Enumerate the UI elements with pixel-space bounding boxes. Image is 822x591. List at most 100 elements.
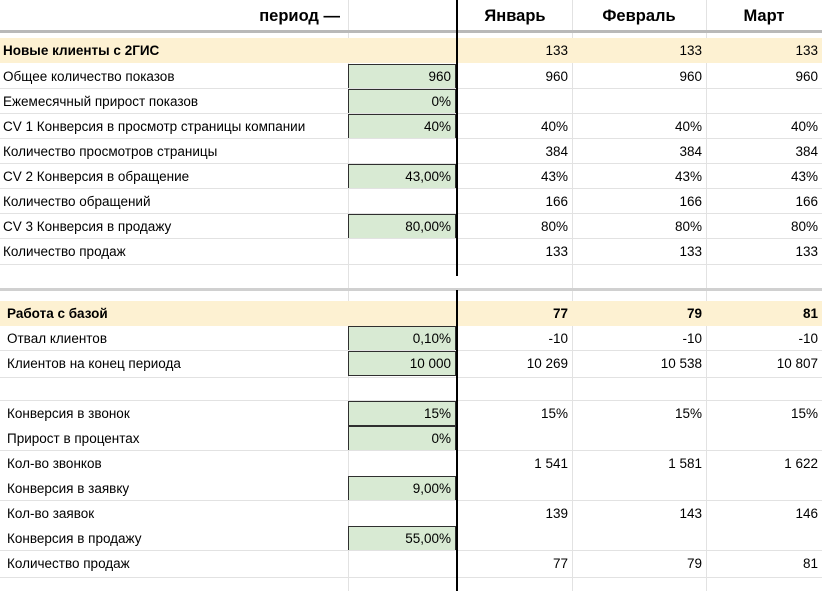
- value-cell[interactable]: 960: [545, 69, 568, 84]
- month-header-february[interactable]: Февраль: [602, 6, 676, 25]
- value-cell[interactable]: 80%: [674, 219, 702, 234]
- input-cell[interactable]: [348, 38, 456, 63]
- table-row: Клиентов на конец периода 10 000 10 269 …: [0, 351, 822, 376]
- value-cell[interactable]: 80%: [540, 219, 568, 234]
- value-cell[interactable]: 960: [795, 69, 818, 84]
- input-cell[interactable]: 10 000: [348, 351, 456, 376]
- row-label[interactable]: CV 1 Конверсия в просмотр страницы компа…: [3, 119, 306, 134]
- input-cell[interactable]: [348, 189, 456, 214]
- value-cell[interactable]: [458, 476, 572, 501]
- value-cell[interactable]: 166: [795, 194, 818, 209]
- value-cell[interactable]: 384: [545, 144, 568, 159]
- input-cell[interactable]: 80,00%: [348, 214, 456, 239]
- row-label[interactable]: Количество просмотров страницы: [3, 144, 218, 159]
- row-label[interactable]: Клиентов на конец периода: [7, 356, 181, 371]
- input-cell[interactable]: 960: [348, 64, 456, 89]
- value-cell[interactable]: [572, 89, 706, 114]
- value-cell[interactable]: -10: [548, 331, 568, 346]
- value-cell[interactable]: 133: [795, 244, 818, 259]
- value-cell[interactable]: 166: [545, 194, 568, 209]
- input-cell[interactable]: [348, 239, 456, 264]
- value-cell[interactable]: 40%: [540, 119, 568, 134]
- value-cell[interactable]: 43%: [540, 169, 568, 184]
- input-cell[interactable]: [348, 551, 456, 576]
- value-cell[interactable]: 960: [679, 69, 702, 84]
- value-cell[interactable]: [706, 526, 822, 551]
- value-cell[interactable]: 77: [552, 306, 568, 321]
- section-title[interactable]: Новые клиенты с 2ГИС: [3, 43, 160, 58]
- value-cell[interactable]: 1 622: [784, 456, 818, 471]
- input-cell[interactable]: [348, 301, 456, 326]
- value-cell[interactable]: 79: [686, 306, 702, 321]
- value-cell[interactable]: [458, 526, 572, 551]
- input-cell[interactable]: 9,00%: [348, 476, 456, 501]
- value-cell[interactable]: 15%: [674, 406, 702, 421]
- row-label[interactable]: Количество продаж: [7, 556, 130, 571]
- input-cell[interactable]: 0,10%: [348, 326, 456, 351]
- value-cell[interactable]: 80%: [790, 219, 818, 234]
- value-cell[interactable]: 139: [545, 506, 568, 521]
- value-cell[interactable]: 146: [795, 506, 818, 521]
- value-cell[interactable]: 77: [552, 556, 568, 571]
- value-cell[interactable]: 133: [795, 43, 818, 58]
- input-cell[interactable]: 0%: [348, 89, 456, 114]
- row-label[interactable]: Количество продаж: [3, 244, 126, 259]
- value-cell[interactable]: [572, 526, 706, 551]
- value-cell[interactable]: 133: [679, 43, 702, 58]
- input-cell[interactable]: 0%: [348, 426, 456, 451]
- table-row: Конверсия в звонок 15% 15% 15% 15%: [0, 401, 822, 426]
- value-cell[interactable]: 40%: [674, 119, 702, 134]
- row-label[interactable]: Конверсия в продажу: [7, 531, 142, 546]
- section-title[interactable]: Работа с базой: [7, 306, 108, 321]
- input-cell[interactable]: 43,00%: [348, 164, 456, 189]
- value-cell[interactable]: 43%: [790, 169, 818, 184]
- value-cell[interactable]: 384: [679, 144, 702, 159]
- month-header-march[interactable]: Март: [743, 6, 785, 25]
- row-label[interactable]: Конверсия в заявку: [7, 481, 130, 496]
- input-cell[interactable]: 55,00%: [348, 526, 456, 551]
- value-cell[interactable]: 143: [679, 506, 702, 521]
- value-cell[interactable]: 79: [686, 556, 702, 571]
- month-header-january[interactable]: Январь: [484, 6, 546, 25]
- value-cell[interactable]: 15%: [790, 406, 818, 421]
- value-cell[interactable]: [706, 89, 822, 114]
- value-cell[interactable]: 133: [545, 244, 568, 259]
- value-cell[interactable]: 15%: [540, 406, 568, 421]
- value-cell[interactable]: 1 581: [668, 456, 702, 471]
- value-cell[interactable]: 133: [679, 244, 702, 259]
- value-cell[interactable]: 10 269: [526, 356, 568, 371]
- row-label[interactable]: CV 3 Конверсия в продажу: [3, 219, 172, 234]
- value-cell[interactable]: [706, 476, 822, 501]
- value-cell[interactable]: 10 807: [776, 356, 818, 371]
- value-cell[interactable]: [706, 426, 822, 451]
- input-cell[interactable]: [348, 139, 456, 164]
- input-cell[interactable]: 15%: [348, 401, 456, 426]
- row-label[interactable]: CV 2 Конверсия в обращение: [3, 169, 190, 184]
- row-label[interactable]: Количество обращений: [3, 194, 151, 209]
- value-cell[interactable]: 133: [545, 43, 568, 58]
- value-cell[interactable]: 10 538: [660, 356, 702, 371]
- input-cell[interactable]: [348, 451, 456, 476]
- value-cell[interactable]: 166: [679, 194, 702, 209]
- value-cell[interactable]: -10: [798, 331, 818, 346]
- value-cell[interactable]: [572, 476, 706, 501]
- value-cell[interactable]: [458, 89, 572, 114]
- value-cell[interactable]: 1 541: [534, 456, 568, 471]
- value-cell[interactable]: 81: [802, 556, 818, 571]
- value-cell[interactable]: -10: [682, 331, 702, 346]
- row-label[interactable]: Общее количество показов: [3, 69, 175, 84]
- input-cell[interactable]: [348, 501, 456, 526]
- value-cell[interactable]: [572, 426, 706, 451]
- row-label[interactable]: Кол-во звонков: [7, 456, 102, 471]
- value-cell[interactable]: 384: [795, 144, 818, 159]
- row-label[interactable]: Отвал клиентов: [7, 331, 107, 346]
- input-cell[interactable]: 40%: [348, 114, 456, 139]
- value-cell[interactable]: 40%: [790, 119, 818, 134]
- row-label[interactable]: Прирост в процентах: [7, 431, 140, 446]
- row-label[interactable]: Кол-во заявок: [7, 506, 95, 521]
- value-cell[interactable]: [458, 426, 572, 451]
- value-cell[interactable]: 81: [802, 306, 818, 321]
- row-label[interactable]: Конверсия в звонок: [7, 406, 130, 421]
- row-label[interactable]: Ежемесячный прирост показов: [3, 94, 199, 109]
- value-cell[interactable]: 43%: [674, 169, 702, 184]
